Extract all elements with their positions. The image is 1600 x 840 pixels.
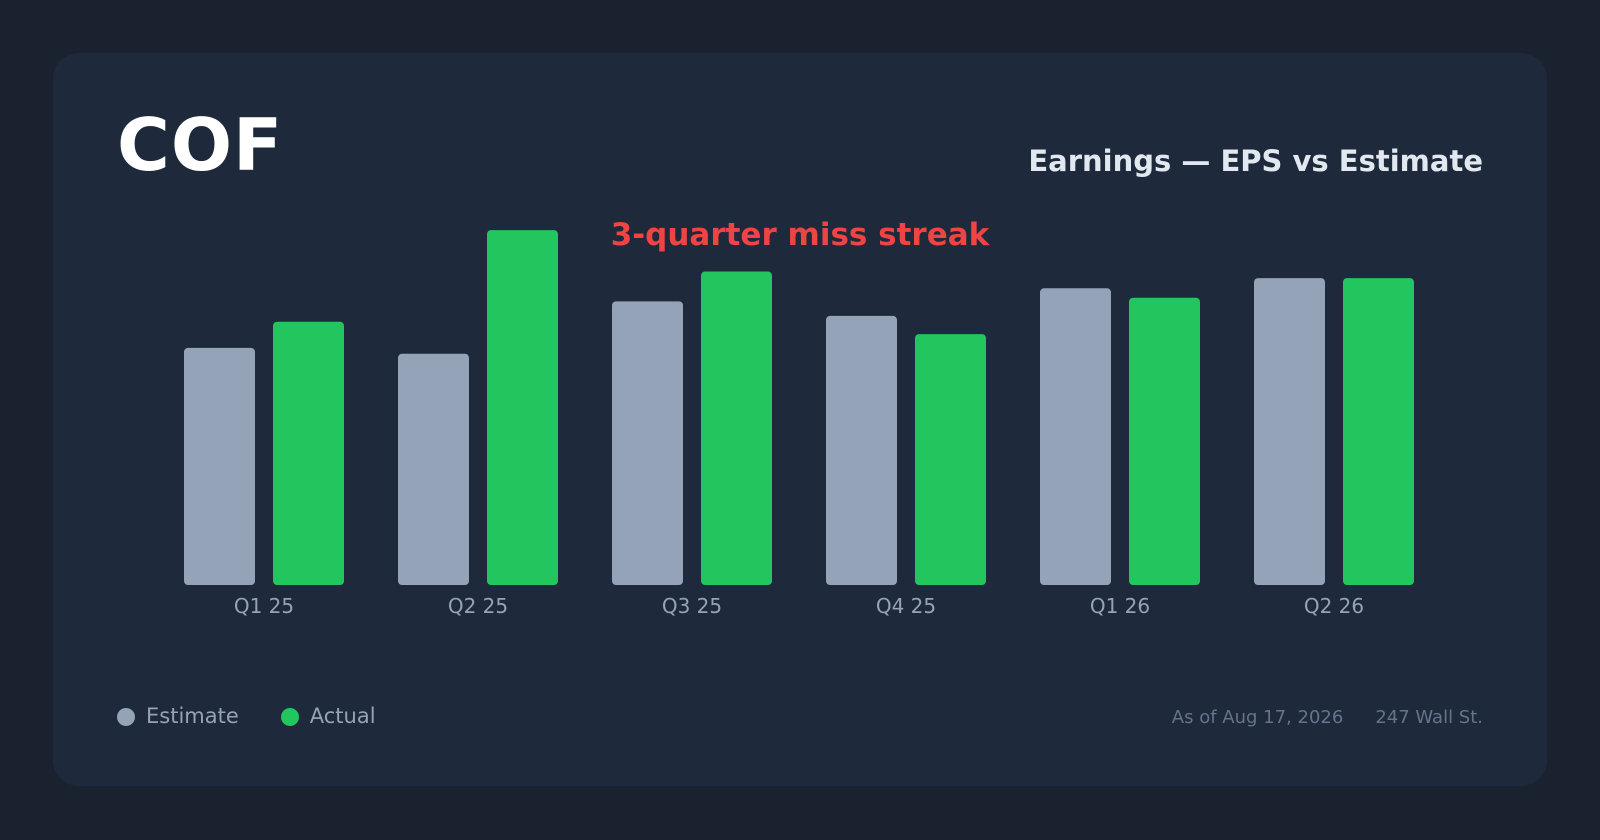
bar-actual-q3-25: [701, 271, 772, 585]
bar-estimate-q3-25: [612, 301, 683, 585]
bar-estimate-q4-25: [826, 315, 897, 585]
legend-item-estimate: Estimate: [117, 706, 239, 727]
legend-item-actual: Actual: [280, 704, 376, 728]
legend-swatch-estimate: [117, 707, 135, 726]
chart-title: Earnings — EPS vs Estimate: [1028, 144, 1483, 178]
chart-card: COF Earnings — EPS vs Estimate 3-quarter…: [53, 53, 1547, 786]
bar-actual-q2-26: [1343, 278, 1414, 585]
legend-swatch-actual: [280, 707, 299, 726]
x-tick-label: Q3 25: [662, 594, 722, 618]
bar-actual-q2-25: [487, 230, 558, 585]
x-tick-label: Q4 25: [876, 594, 936, 618]
source-credit: 247 Wall St.: [1375, 707, 1483, 728]
bar-actual-q1-25: [273, 321, 344, 585]
x-tick-label: Q2 26: [1304, 594, 1364, 618]
footer: As of Aug 17, 2026 247 Wall St.: [1172, 709, 1483, 727]
bar-estimate-q2-25: [398, 353, 469, 585]
x-tick-label: Q1 25: [234, 594, 294, 618]
bar-actual-q1-26: [1129, 297, 1200, 585]
x-tick-label: Q1 26: [1090, 594, 1150, 618]
bar-estimate-q1-26: [1040, 288, 1111, 585]
legend: Estimate Actual: [117, 706, 418, 727]
as-of-date: As of Aug 17, 2026: [1171, 707, 1344, 728]
x-tick-label: Q2 25: [448, 594, 508, 618]
legend-label-actual: Actual: [309, 704, 376, 728]
streak-annotation: 3-quarter miss streak: [610, 217, 990, 253]
bar-estimate-q1-25: [184, 347, 255, 585]
bar-actual-q4-25: [915, 334, 986, 585]
bar-estimate-q2-26: [1254, 278, 1325, 585]
bar-chart: Q1 25 Q2 25 Q3 25 Q4 25 Q1 26 Q2 26: [184, 230, 1414, 618]
ticker-symbol: COF: [117, 103, 284, 187]
legend-label-estimate: Estimate: [146, 704, 239, 728]
